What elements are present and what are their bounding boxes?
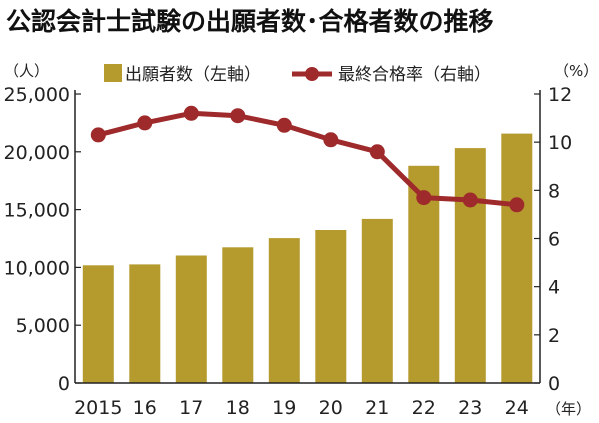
legend-line-label: 最終合格率（右軸）: [338, 65, 491, 85]
bar-17: [175, 255, 207, 383]
pass-rate-point-17: [183, 105, 199, 121]
left-tick-label: 0: [58, 373, 70, 395]
x-axis-unit: （年）: [546, 400, 591, 418]
axes: [74, 90, 541, 384]
pass-rate-point-18: [230, 108, 246, 124]
bar-21: [361, 218, 393, 383]
left-axis-unit: （人）: [4, 62, 49, 80]
chart-title: 公認会計士試験の出願者数･合格者数の推移: [6, 7, 494, 36]
left-tick-label: 20,000: [4, 142, 70, 164]
x-tick-label: 22: [412, 397, 436, 419]
right-tick-label: 0: [548, 373, 560, 395]
bar-19: [268, 238, 300, 383]
right-tick-label: 4: [548, 277, 560, 299]
right-tick-label: 8: [548, 180, 560, 202]
left-tick-label: 5,000: [16, 315, 70, 337]
pass-rate-point-21: [369, 144, 385, 160]
left-tick-label: 15,000: [4, 200, 70, 222]
x-tick-label: 18: [226, 397, 250, 419]
x-tick-label: 21: [365, 397, 389, 419]
legend: 出願者数（左軸） 最終合格率（右軸）: [104, 64, 491, 85]
bars-series: [82, 133, 533, 383]
right-axis-unit: （%）: [554, 62, 598, 80]
bar-23: [454, 148, 486, 383]
left-tick-label: 10,000: [4, 257, 70, 279]
pass-rate-point-20: [323, 132, 339, 148]
bar-2015: [82, 265, 114, 383]
x-tick-label: 19: [272, 397, 296, 419]
right-tick-label: 10: [548, 132, 572, 154]
bar-20: [315, 230, 347, 383]
left-tick-label: 25,000: [4, 84, 70, 106]
pass-rate-point-16: [137, 115, 153, 131]
pass-rate-line: [97, 110, 518, 208]
right-tick-label: 12: [548, 84, 572, 106]
legend-bar-label: 出願者数（左軸）: [125, 65, 261, 85]
tick-labels: 05,00010,00015,00020,00025,0000246810122…: [4, 84, 573, 419]
pass-rate-point-23: [462, 192, 478, 208]
pass-rate-point-24: [509, 197, 525, 213]
x-tick-label: 16: [133, 397, 157, 419]
right-tick-label: 2: [548, 325, 560, 347]
legend-line-marker: [305, 67, 319, 81]
x-tick-label: 20: [319, 397, 343, 419]
pass-rate-point-22: [416, 190, 432, 206]
pass-rate-point-19: [276, 117, 292, 133]
line-series: [90, 105, 525, 213]
pass-rate-point-2015: [90, 127, 106, 143]
bar-18: [222, 247, 254, 383]
x-tick-label: 24: [505, 397, 529, 419]
x-tick-label: 2015: [74, 397, 122, 419]
bar-24: [501, 133, 533, 383]
x-tick-label: 23: [458, 397, 482, 419]
right-tick-label: 6: [548, 229, 560, 251]
bar-16: [129, 264, 161, 383]
x-tick-label: 17: [179, 397, 203, 419]
legend-bar-swatch: [104, 64, 122, 82]
